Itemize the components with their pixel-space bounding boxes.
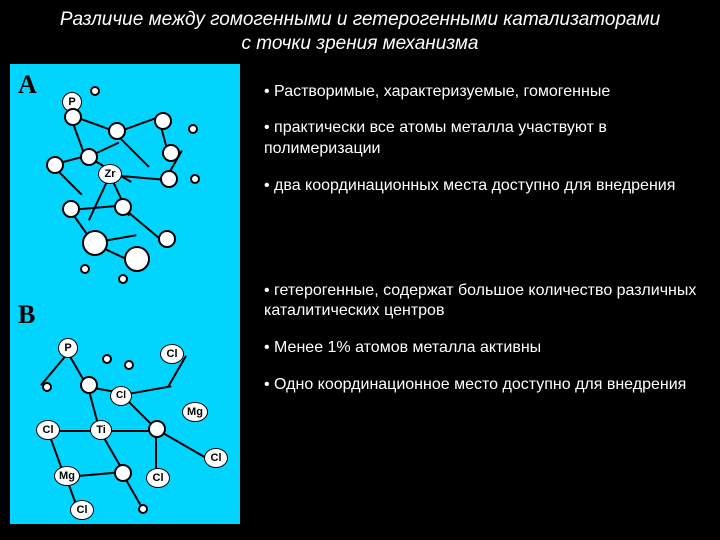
slide-title: Различие между гомогенными и гетерогенны…: [0, 0, 720, 60]
atom-p: P: [58, 338, 78, 358]
atom: [82, 230, 108, 256]
atom-cl: Cl: [146, 468, 170, 488]
atom: [80, 264, 90, 274]
atom-cl: Cl: [110, 386, 132, 406]
atom-cl: Cl: [70, 500, 94, 520]
atom: [62, 200, 80, 218]
atom: [80, 376, 98, 394]
atom: [138, 504, 148, 514]
atom-cl: Cl: [160, 344, 184, 364]
bullet-a1: • Растворимые, характеризуемые, гомогенн…: [264, 82, 710, 103]
panel-a-label: A: [18, 70, 37, 100]
atom-cl: Cl: [204, 448, 228, 468]
atom: [80, 148, 98, 166]
title-line-2: с точки зрения механизма: [241, 33, 478, 54]
atom-ti: Ti: [90, 420, 112, 440]
section-a-bullets: • Растворимые, характеризуемые, гомогенн…: [264, 82, 710, 213]
atom-mg: Mg: [182, 402, 208, 422]
panel-a: A P: [10, 64, 240, 294]
atom: [148, 420, 166, 438]
bullet-a2: • практически все атомы металла участвую…: [264, 118, 710, 160]
atom: [42, 382, 52, 392]
atom-zr: Zr: [98, 164, 122, 184]
atom: [188, 124, 198, 134]
atom-mg: Mg: [54, 466, 80, 486]
atom: [160, 170, 178, 188]
atom: [46, 156, 64, 174]
atom: [162, 144, 180, 162]
atom: [108, 122, 126, 140]
atom: [90, 86, 100, 96]
section-b-bullets: • гетерогенные, содержат большое количес…: [264, 281, 710, 412]
atom: [118, 274, 128, 284]
title-line-1: Различие между гомогенными и гетерогенны…: [60, 9, 660, 30]
text-column: • Растворимые, характеризуемые, гомогенн…: [240, 64, 710, 520]
atom: [114, 464, 132, 482]
content-row: A P: [0, 60, 720, 530]
atom: [64, 108, 82, 126]
atom-cl: Cl: [36, 420, 60, 440]
bullet-b3: • Одно координационное место доступно дл…: [264, 375, 710, 396]
bullet-a3: • два координационных места доступно для…: [264, 176, 710, 197]
atom: [154, 112, 172, 130]
atom: [102, 354, 112, 364]
bullet-b2: • Менее 1% атомов металла активны: [264, 338, 710, 359]
atom: [124, 246, 150, 272]
panel-b: B P Cl Mg Cl Cl Ti Cl Mg: [10, 294, 240, 524]
atom: [124, 360, 134, 370]
bullet-b1: • гетерогенные, содержат большое количес…: [264, 281, 710, 323]
atom: [190, 174, 200, 184]
molecule-diagrams: A P: [10, 64, 240, 524]
atom: [114, 198, 132, 216]
atom: [158, 230, 176, 248]
panel-b-label: B: [18, 300, 35, 330]
